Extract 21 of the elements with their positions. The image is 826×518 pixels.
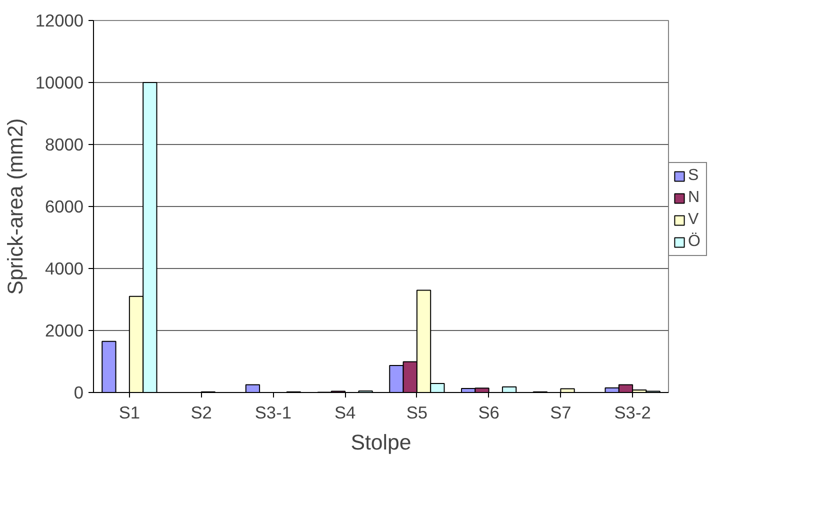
x-tick-label: S4 (334, 402, 356, 422)
y-tick-label: 8000 (44, 134, 84, 154)
x-tick-label: S3-1 (254, 402, 292, 422)
y-tick-label: 12000 (35, 10, 84, 30)
legend-label: V (688, 211, 700, 229)
y-tick-label: 0 (74, 382, 84, 402)
legend-label: S (688, 167, 700, 185)
x-tick-label: S1 (118, 402, 140, 422)
x-tick-label: S2 (190, 402, 212, 422)
y-tick-label: 4000 (44, 258, 84, 278)
y-tick-label: 2000 (44, 320, 84, 340)
y-axis-title: Sprick-area (mm2) (3, 118, 28, 295)
legend-label: N (688, 189, 701, 207)
x-tick-label: S7 (550, 402, 572, 422)
legend-label: Ö (688, 233, 702, 251)
y-tick-label: 10000 (35, 72, 84, 92)
y-tick-label: 6000 (44, 196, 84, 216)
x-tick-label: S6 (478, 402, 500, 422)
x-tick-label: S5 (406, 402, 428, 422)
x-axis-title: Stolpe (350, 430, 412, 454)
x-tick-label: S3-2 (614, 402, 651, 422)
